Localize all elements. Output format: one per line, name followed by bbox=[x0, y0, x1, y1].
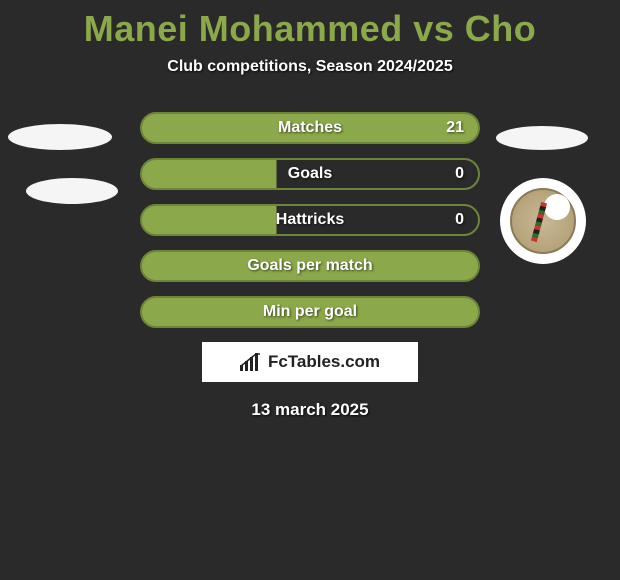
stat-label: Goals per match bbox=[247, 257, 372, 275]
stat-bar: Hattricks 0 bbox=[140, 204, 480, 236]
stat-value-right: 0 bbox=[455, 165, 464, 183]
stat-bar: Matches 21 bbox=[140, 112, 480, 144]
stat-label: Min per goal bbox=[263, 303, 357, 321]
date-label: 13 march 2025 bbox=[0, 400, 620, 420]
stat-label: Hattricks bbox=[276, 211, 344, 229]
club-badge-icon bbox=[510, 188, 576, 254]
brand-footer: FcTables.com bbox=[202, 342, 418, 382]
bar-chart-icon bbox=[240, 353, 262, 371]
stat-bar: Goals 0 bbox=[140, 158, 480, 190]
player-right-placeholder bbox=[496, 126, 588, 150]
stat-value-right: 21 bbox=[446, 119, 464, 137]
comparison-title: Manei Mohammed vs Cho bbox=[0, 0, 620, 50]
club-badge-right bbox=[500, 178, 586, 264]
player-left-placeholder-1 bbox=[8, 124, 112, 150]
stat-label: Matches bbox=[278, 119, 342, 137]
stat-bar: Min per goal bbox=[140, 296, 480, 328]
brand-text: FcTables.com bbox=[268, 352, 380, 372]
stat-value-right: 0 bbox=[455, 211, 464, 229]
stat-bars: Matches 21 Goals 0 Hattricks 0 Goals per match… bbox=[140, 112, 480, 328]
comparison-subtitle: Club competitions, Season 2024/2025 bbox=[0, 58, 620, 76]
stat-label: Goals bbox=[288, 165, 332, 183]
player-left-placeholder-2 bbox=[26, 178, 118, 204]
stat-bar: Goals per match bbox=[140, 250, 480, 282]
